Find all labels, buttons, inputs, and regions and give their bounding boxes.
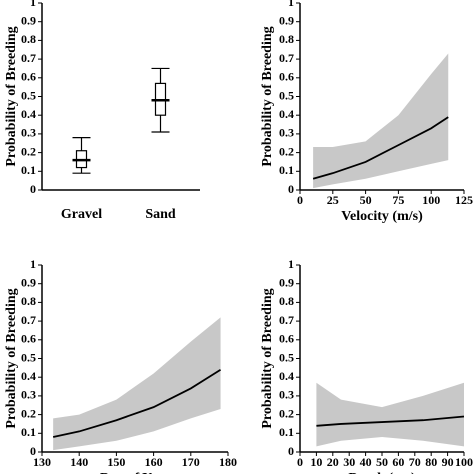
y-tick-label: 0.8 <box>21 32 36 46</box>
y-tick-label: 0.4 <box>21 369 36 383</box>
x-tick-label: 40 <box>360 455 372 469</box>
y-tick-label: 0.6 <box>21 332 36 346</box>
x-tick-label: 80 <box>425 455 437 469</box>
y-tick-label: 0.2 <box>21 144 36 158</box>
x-tick-label: Sand <box>145 207 176 222</box>
confidence-band <box>316 382 464 447</box>
y-tick-label: 0.2 <box>279 406 294 420</box>
y-tick-label: 0.7 <box>21 313 36 327</box>
y-tick-label: 0.6 <box>279 332 294 346</box>
y-tick-label: 0.8 <box>279 32 294 46</box>
x-tick-label: 140 <box>70 455 88 469</box>
y-tick-label: 0.8 <box>21 294 36 308</box>
y-tick-label: 0 <box>30 444 36 458</box>
x-tick-label: 0 <box>297 193 303 207</box>
fit-line <box>52 368 222 438</box>
y-tick-label: 0.5 <box>279 88 294 102</box>
x-tick-label: 160 <box>145 455 163 469</box>
y-tick-label: 0.3 <box>21 388 36 402</box>
x-tick-label: 0 <box>297 455 303 469</box>
confidence-band <box>313 53 449 189</box>
x-tick-label: 125 <box>455 193 473 207</box>
y-tick-label: 0.2 <box>21 406 36 420</box>
x-axis-label: Velocity (m/s) <box>341 209 423 224</box>
y-tick-label: 0 <box>288 182 294 196</box>
y-tick-label: 0.6 <box>21 70 36 84</box>
y-tick-label: 0.7 <box>279 51 294 65</box>
x-tick-label: 100 <box>455 455 473 469</box>
y-tick-label: 0.3 <box>21 126 36 140</box>
y-axis-label: Probability of Breeding <box>4 288 19 428</box>
x-tick-label: 75 <box>392 193 404 207</box>
y-tick-label: 1 <box>288 257 294 271</box>
y-tick-label: 0 <box>288 444 294 458</box>
x-tick-label: 60 <box>392 455 404 469</box>
y-tick-label: 0.9 <box>279 13 294 27</box>
y-axis-label: Probability of Breeding <box>4 26 19 166</box>
x-tick-label: 50 <box>360 193 372 207</box>
y-tick-label: 0.5 <box>21 88 36 102</box>
y-tick-label: 0.4 <box>279 107 294 121</box>
y-tick-label: 0.4 <box>279 369 294 383</box>
y-tick-label: 0.5 <box>279 350 294 364</box>
fit-line <box>312 116 449 180</box>
y-tick-label: 0.3 <box>279 126 294 140</box>
y-axis-label: Probability of Breeding <box>260 26 275 166</box>
y-axis-label: Probability of Breeding <box>260 288 275 428</box>
x-tick-label: 50 <box>376 455 388 469</box>
x-tick-label: 25 <box>327 193 339 207</box>
x-tick-label: 90 <box>442 455 454 469</box>
x-axis-label: Depth (cm) <box>348 471 416 474</box>
x-tick-label: Gravel <box>61 207 102 222</box>
x-tick-label: 70 <box>409 455 421 469</box>
y-tick-label: 1 <box>30 257 36 271</box>
y-tick-label: 0.4 <box>21 107 36 121</box>
y-tick-label: 0.3 <box>279 388 294 402</box>
y-tick-label: 0.7 <box>21 51 36 65</box>
y-tick-label: 0.9 <box>279 275 294 289</box>
x-tick-label: 30 <box>343 455 355 469</box>
y-tick-label: 0.6 <box>279 70 294 84</box>
y-tick-label: 0.9 <box>21 13 36 27</box>
x-tick-label: 130 <box>33 455 51 469</box>
y-tick-label: 0 <box>30 182 36 196</box>
x-tick-label: 150 <box>107 455 125 469</box>
y-tick-label: 1 <box>288 0 294 9</box>
y-tick-label: 0.1 <box>279 425 294 439</box>
confidence-band <box>53 317 221 451</box>
y-tick-label: 0.8 <box>279 294 294 308</box>
x-axis-label: Day of Year <box>100 471 170 474</box>
y-tick-label: 0.2 <box>279 144 294 158</box>
y-tick-label: 0.1 <box>21 163 36 177</box>
fit-line <box>316 415 465 427</box>
x-tick-label: 10 <box>310 455 322 469</box>
x-tick-label: 170 <box>182 455 200 469</box>
y-tick-label: 0.9 <box>21 275 36 289</box>
y-tick-label: 0.7 <box>279 313 294 327</box>
x-tick-label: 180 <box>219 455 237 469</box>
y-tick-label: 0.1 <box>21 425 36 439</box>
y-tick-label: 0.1 <box>279 163 294 177</box>
x-tick-label: 20 <box>327 455 339 469</box>
x-tick-label: 100 <box>422 193 440 207</box>
y-tick-label: 1 <box>30 0 36 9</box>
y-tick-label: 0.5 <box>21 350 36 364</box>
